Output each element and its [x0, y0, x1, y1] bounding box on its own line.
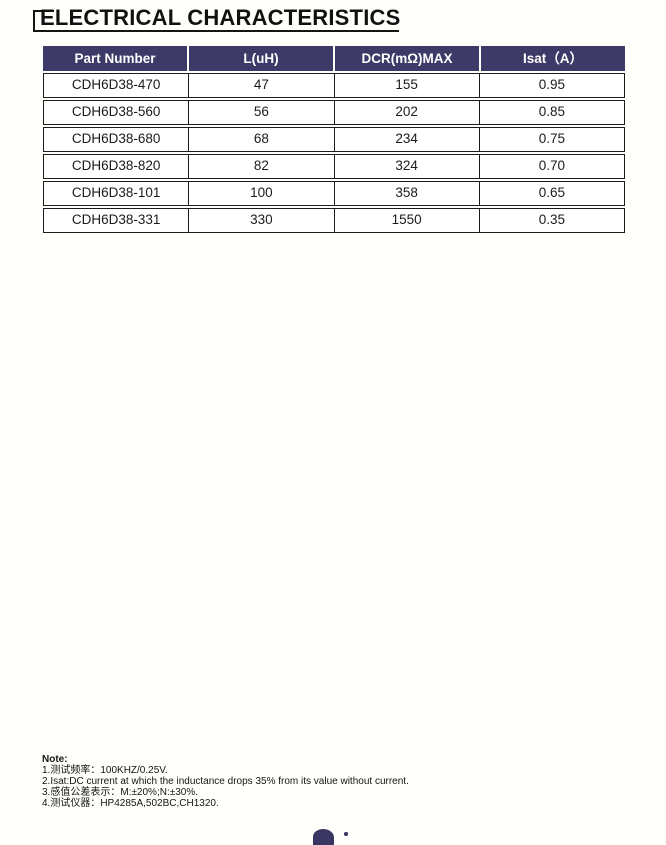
table-row: CDH6D38-680 68 234 0.75 — [43, 127, 625, 152]
column-header-inductance: L(uH) — [189, 46, 333, 71]
cell-dcr: 358 — [333, 182, 479, 205]
note-item-2: 2.Isat:DC current at which the inductanc… — [42, 775, 409, 787]
table-row: CDH6D38-470 47 155 0.95 — [43, 73, 625, 98]
cell-dcr: 324 — [333, 155, 479, 178]
logo-arc-shape — [313, 829, 334, 845]
table-header-row: Part Number L(uH) DCR(mΩ)MAX Isat（A） — [43, 46, 625, 71]
note-item-1: 1.测试频率：100KHZ/0.25V. — [42, 764, 168, 776]
cell-isat: 0.85 — [478, 101, 624, 124]
table-row: CDH6D38-331 330 1550 0.35 — [43, 208, 625, 233]
cell-dcr: 155 — [333, 74, 479, 97]
cell-isat: 0.65 — [478, 182, 624, 205]
notes-label: Note: — [42, 754, 68, 765]
cell-dcr: 234 — [333, 128, 479, 151]
cell-part-number: CDH6D38-101 — [71, 185, 161, 200]
cell-inductance: 56 — [188, 101, 333, 124]
cell-part-number: CDH6D38-470 — [71, 77, 161, 92]
cell-part-number: CDH6D38-560 — [71, 104, 161, 119]
section-title-block: ELECTRICAL CHARACTERISTICS — [33, 3, 401, 32]
cell-part-number: CDH6D38-680 — [71, 131, 161, 146]
notes-block: Note: 1.测试频率：100KHZ/0.25V. 2.Isat:DC cur… — [42, 754, 409, 810]
electrical-characteristics-table: Part Number L(uH) DCR(mΩ)MAX Isat（A） CDH… — [43, 46, 625, 235]
table-row: CDH6D38-560 56 202 0.85 — [43, 100, 625, 125]
column-header-isat: Isat（A） — [481, 46, 625, 71]
cell-part-number: CDH6D38-331 — [71, 212, 161, 227]
table-row: CDH6D38-101 100 358 0.65 — [43, 181, 625, 206]
page-title: ELECTRICAL CHARACTERISTICS — [40, 5, 401, 30]
logo-dot — [344, 832, 348, 836]
cell-inductance: 68 — [188, 128, 333, 151]
cell-part-number: CDH6D38-820 — [71, 158, 161, 173]
cell-inductance: 330 — [188, 209, 333, 232]
cell-dcr: 202 — [333, 101, 479, 124]
brand-logo-partial — [310, 828, 355, 845]
title-corner-bracket — [33, 10, 54, 32]
cell-dcr: 1550 — [333, 209, 479, 232]
cell-isat: 0.35 — [478, 209, 624, 232]
cell-isat: 0.75 — [478, 128, 624, 151]
note-item-3: 3.感值公差表示：M:±20%;N:±30%. — [42, 786, 199, 798]
cell-isat: 0.70 — [478, 155, 624, 178]
table-row: CDH6D38-820 82 324 0.70 — [43, 154, 625, 179]
cell-isat: 0.95 — [478, 74, 624, 97]
cell-inductance: 47 — [188, 74, 333, 97]
column-header-part-number: Part Number — [43, 46, 187, 71]
column-header-dcr-max: DCR(mΩ)MAX — [335, 46, 479, 71]
note-item-4: 4.测试仪器：HP4285A,502BC,CH1320. — [42, 797, 219, 809]
cell-inductance: 100 — [188, 182, 333, 205]
cell-inductance: 82 — [188, 155, 333, 178]
